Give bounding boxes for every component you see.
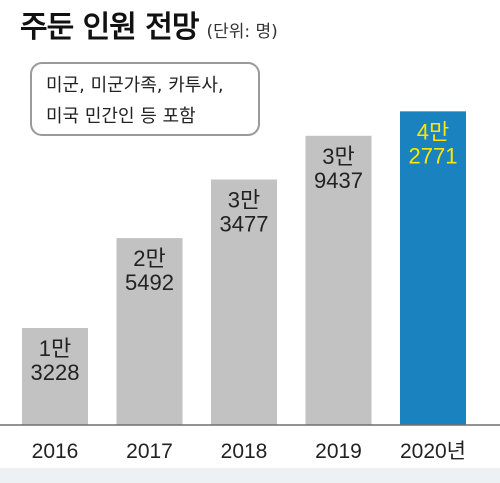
unit-label: (단위: 명) [206,22,278,42]
chart-header: 주둔 인원 전망 (단위: 명) [20,2,278,46]
value-label-2017-line2: 5492 [125,270,174,295]
value-label-2016-line1: 1만 [39,336,71,361]
note-line-1: 미군, 미군가족, 카투사, [46,75,224,96]
bar-2018 [211,179,277,425]
note-box: 미군, 미군가족, 카투사, 미국 민간인 등 포함 [30,62,260,136]
bar-2017 [116,238,183,425]
x-tick-label-2017: 2017 [126,440,173,463]
x-tick-label-2019: 2019 [315,440,362,463]
footer-strip [0,468,500,483]
x-tick-label-2018: 2018 [221,440,268,463]
value-label-2020년-line2: 2771 [409,143,458,168]
x-tick-label-2016: 2016 [32,440,79,463]
value-label-2019-line2: 9437 [314,168,363,193]
chart-title: 주둔 인원 전망 [20,10,199,45]
value-label-2018-line1: 3만 [228,188,260,213]
bar-2016 [22,327,88,425]
value-label-2017-line1: 2만 [133,246,165,271]
bar-2019 [305,135,372,425]
value-label-2019-line1: 3만 [322,144,354,169]
value-label-2016-line2: 3228 [31,360,80,385]
note-line-2: 미국 민간인 등 포함 [46,106,196,127]
bar-2020년 [400,111,466,425]
value-label-2020년-line1: 4만 [417,119,449,144]
value-label-2018-line2: 3477 [220,212,269,237]
x-tick-label-2020년: 2020년 [400,440,466,463]
